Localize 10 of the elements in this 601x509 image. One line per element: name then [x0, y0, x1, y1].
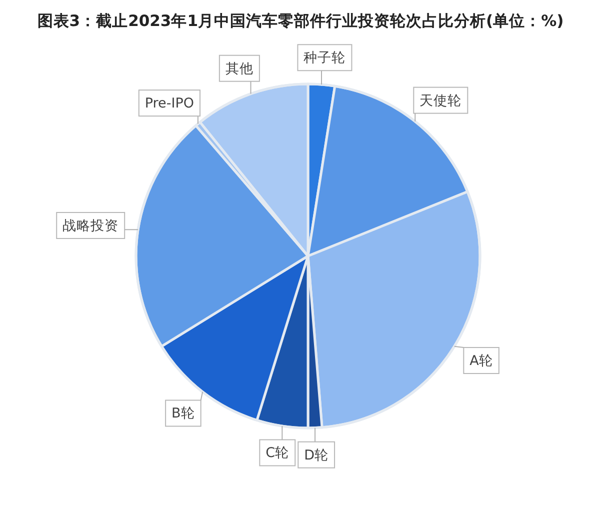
slice-label: D轮 [304, 447, 329, 464]
slice-label: 其他 [225, 60, 254, 77]
slice-label: 天使轮 [420, 92, 462, 109]
slice-label: A轮 [470, 353, 493, 370]
slice-label: Pre-IPO [144, 96, 194, 112]
slice-label: 战略投资 [62, 218, 119, 234]
slice-label: 种子轮 [304, 50, 346, 66]
slice-label: B轮 [172, 406, 195, 422]
slice-label: C轮 [266, 445, 290, 462]
title: 图表3：截止2023年1月中国汽车零部件行业投资轮次占比分析(单位：%) [37, 12, 564, 30]
